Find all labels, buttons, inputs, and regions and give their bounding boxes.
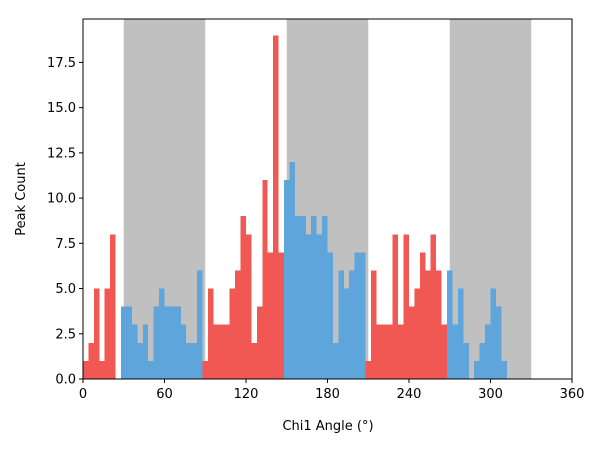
histogram-bar bbox=[289, 161, 295, 379]
histogram-bar bbox=[343, 288, 350, 379]
histogram-bar bbox=[349, 270, 355, 379]
histogram-bar bbox=[284, 180, 290, 379]
histogram-bar bbox=[338, 270, 344, 379]
plot-area bbox=[82, 18, 573, 380]
histogram-bar bbox=[110, 234, 116, 379]
y-tick-label: 0.0 bbox=[55, 373, 76, 388]
histogram-bar bbox=[322, 216, 328, 379]
x-axis: 0 60 120 180 240 300 360 bbox=[79, 379, 585, 402]
x-tick-label: 60 bbox=[156, 387, 173, 402]
histogram-bar bbox=[246, 234, 252, 379]
histogram-bar bbox=[207, 288, 214, 379]
histogram-bar bbox=[235, 270, 241, 379]
histogram-bar bbox=[392, 234, 399, 379]
histogram-bar bbox=[93, 288, 100, 379]
y-tick-label: 2.5 bbox=[55, 327, 76, 342]
y-tick-label: 12.5 bbox=[47, 146, 76, 161]
y-axis-title: Peak Count bbox=[14, 162, 29, 236]
histogram-bar bbox=[452, 324, 458, 379]
x-tick-label: 0 bbox=[79, 387, 87, 402]
histogram-bar bbox=[278, 252, 285, 379]
histogram-bar bbox=[131, 324, 138, 379]
histogram-bar bbox=[256, 306, 263, 379]
histogram-bar bbox=[474, 360, 480, 379]
y-tick-label: 10.0 bbox=[47, 192, 76, 207]
histogram-bar bbox=[229, 288, 236, 379]
histogram-bar bbox=[300, 216, 306, 379]
y-tick-label: 15.0 bbox=[47, 101, 76, 116]
y-tick-label: 7.5 bbox=[55, 237, 76, 252]
histogram-bar bbox=[197, 270, 203, 379]
x-tick-label: 180 bbox=[315, 387, 340, 402]
histogram-bar bbox=[191, 342, 198, 379]
histogram-bar bbox=[360, 252, 366, 379]
histogram-bar bbox=[126, 306, 132, 379]
histogram-bar bbox=[441, 324, 448, 379]
histogram-bar bbox=[495, 306, 502, 379]
histogram-bar bbox=[311, 216, 317, 379]
histogram-bar bbox=[294, 216, 301, 379]
histogram-bar bbox=[376, 324, 382, 379]
histogram-bar bbox=[202, 360, 208, 379]
histogram-bar bbox=[316, 234, 323, 379]
histogram-bar bbox=[403, 234, 409, 379]
histogram-bar bbox=[430, 234, 437, 379]
histogram-bar bbox=[381, 324, 388, 379]
histogram-bar bbox=[218, 324, 225, 379]
histogram-bar bbox=[164, 306, 170, 379]
histogram-bar bbox=[305, 234, 312, 379]
x-axis-title: Chi1 Angle (°) bbox=[282, 419, 373, 434]
histogram-bar bbox=[409, 306, 415, 379]
histogram-bar bbox=[398, 324, 404, 379]
histogram-bar bbox=[425, 270, 431, 379]
histogram-bar bbox=[175, 306, 181, 379]
histogram-bar bbox=[365, 360, 371, 379]
histogram-bar bbox=[180, 324, 187, 379]
histogram-bar bbox=[83, 360, 89, 379]
y-tick-label: 5.0 bbox=[55, 282, 76, 297]
histogram-bar bbox=[414, 288, 420, 379]
histogram-bar bbox=[490, 288, 496, 379]
histogram-bar bbox=[169, 306, 176, 379]
x-tick-label: 360 bbox=[560, 387, 585, 402]
histogram-bar bbox=[447, 270, 453, 379]
histogram-bar bbox=[142, 324, 149, 379]
histogram-bar bbox=[224, 324, 230, 379]
histogram-bar bbox=[159, 288, 165, 379]
histogram-bar bbox=[327, 252, 333, 379]
histogram-bar bbox=[419, 252, 426, 379]
histogram-bar bbox=[137, 342, 143, 379]
histogram-bar bbox=[485, 324, 491, 379]
histogram-bar bbox=[501, 360, 507, 379]
histogram-bar bbox=[99, 360, 105, 379]
histogram-bar bbox=[370, 270, 377, 379]
histogram-bar bbox=[121, 306, 127, 379]
histogram-bar bbox=[354, 252, 361, 379]
y-tick-label: 17.5 bbox=[47, 56, 76, 71]
x-tick-label: 240 bbox=[397, 387, 422, 402]
histogram-bar bbox=[104, 288, 111, 379]
histogram-bar bbox=[463, 342, 469, 379]
histogram-bar bbox=[251, 342, 257, 379]
x-tick-label: 120 bbox=[234, 387, 259, 402]
histogram-bar bbox=[186, 342, 192, 379]
histogram-bar bbox=[240, 216, 246, 379]
histogram-bar bbox=[457, 288, 464, 379]
y-axis: 0.0 2.5 5.0 7.5 10.0 12.5 15.0 17.5 bbox=[47, 56, 83, 388]
histogram-bar bbox=[332, 342, 339, 379]
histogram-bar bbox=[153, 306, 160, 379]
histogram-bar bbox=[88, 342, 94, 379]
x-tick-label: 300 bbox=[478, 387, 503, 402]
histogram-bar bbox=[213, 324, 219, 379]
histogram-bar bbox=[148, 360, 154, 379]
histogram-bar bbox=[436, 270, 442, 379]
histogram-bar bbox=[262, 180, 268, 379]
histogram-bar bbox=[387, 324, 393, 379]
histogram-bar bbox=[267, 252, 274, 379]
histogram-bar bbox=[273, 35, 279, 380]
histogram-bar bbox=[479, 342, 486, 379]
